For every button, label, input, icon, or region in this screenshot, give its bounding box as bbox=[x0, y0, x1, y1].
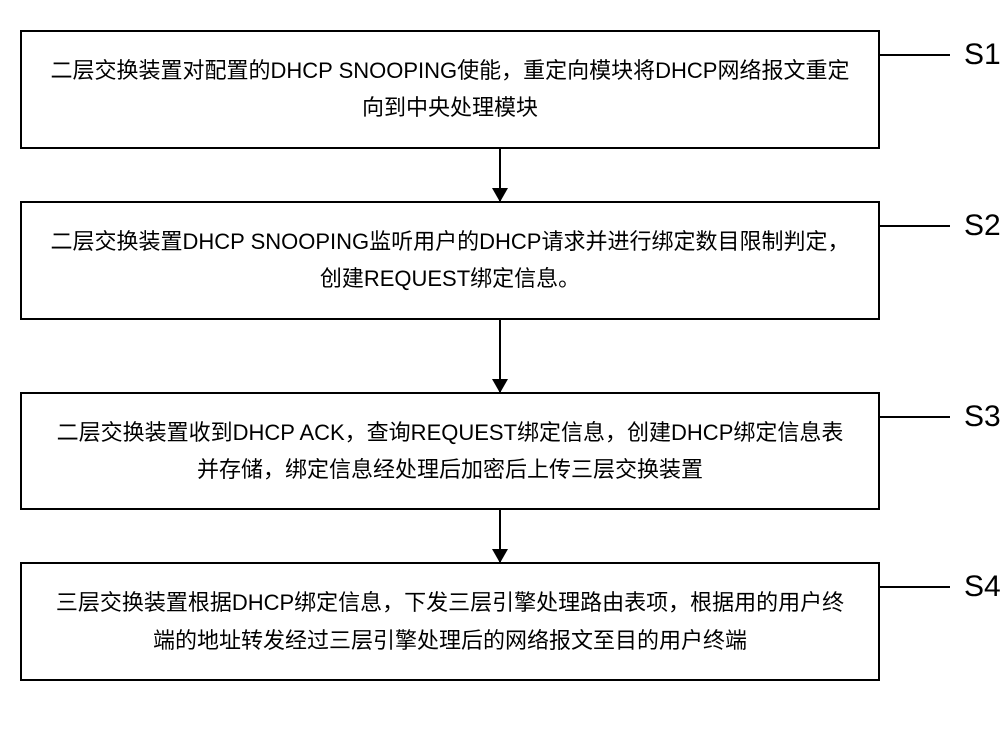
arrow-s2-s3 bbox=[499, 320, 501, 392]
connector-s1 bbox=[880, 54, 950, 56]
step-label-s4: S4 bbox=[964, 570, 1000, 604]
step-label-s3: S3 bbox=[964, 400, 1000, 434]
step-row-s1: 二层交换装置对配置的DHCP SNOOPING使能，重定向模块将DHCP网络报文… bbox=[20, 30, 980, 149]
step-box-s4: 三层交换装置根据DHCP绑定信息，下发三层引擎处理路由表项，根据用的用户终端的地… bbox=[20, 562, 880, 681]
connector-s4 bbox=[880, 586, 950, 588]
step-row-s4: 三层交换装置根据DHCP绑定信息，下发三层引擎处理路由表项，根据用的用户终端的地… bbox=[20, 562, 980, 681]
step-row-s2: 二层交换装置DHCP SNOOPING监听用户的DHCP请求并进行绑定数目限制判… bbox=[20, 201, 980, 320]
step-text-s4: 三层交换装置根据DHCP绑定信息，下发三层引擎处理路由表项，根据用的用户终端的地… bbox=[56, 590, 844, 652]
step-box-s1: 二层交换装置对配置的DHCP SNOOPING使能，重定向模块将DHCP网络报文… bbox=[20, 30, 880, 149]
connector-s3 bbox=[880, 416, 950, 418]
step-label-s1: S1 bbox=[964, 38, 1000, 72]
step-text-s1: 二层交换装置对配置的DHCP SNOOPING使能，重定向模块将DHCP网络报文… bbox=[51, 58, 850, 120]
step-label-s2: S2 bbox=[964, 209, 1000, 243]
step-text-s3: 二层交换装置收到DHCP ACK，查询REQUEST绑定信息，创建DHCP绑定信… bbox=[57, 420, 844, 482]
connector-s2 bbox=[880, 225, 950, 227]
arrow-s1-s2 bbox=[499, 149, 501, 201]
flowchart-container: 二层交换装置对配置的DHCP SNOOPING使能，重定向模块将DHCP网络报文… bbox=[20, 30, 980, 681]
step-row-s3: 二层交换装置收到DHCP ACK，查询REQUEST绑定信息，创建DHCP绑定信… bbox=[20, 392, 980, 511]
step-text-s2: 二层交换装置DHCP SNOOPING监听用户的DHCP请求并进行绑定数目限制判… bbox=[51, 229, 850, 291]
step-box-s2: 二层交换装置DHCP SNOOPING监听用户的DHCP请求并进行绑定数目限制判… bbox=[20, 201, 880, 320]
arrow-s3-s4 bbox=[499, 510, 501, 562]
step-box-s3: 二层交换装置收到DHCP ACK，查询REQUEST绑定信息，创建DHCP绑定信… bbox=[20, 392, 880, 511]
